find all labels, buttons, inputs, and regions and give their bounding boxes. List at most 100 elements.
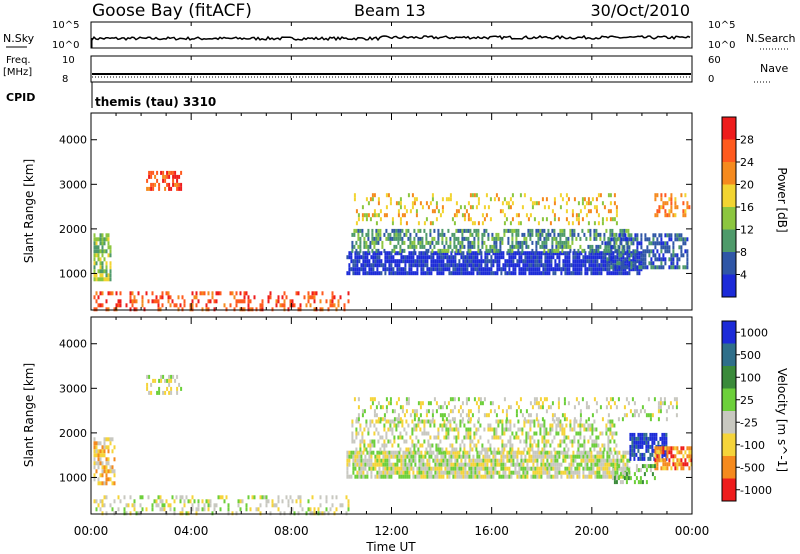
data-cell xyxy=(477,232,480,237)
data-cell xyxy=(189,303,192,308)
data-cell xyxy=(352,271,355,276)
data-cell xyxy=(285,295,288,300)
data-cell xyxy=(489,447,492,452)
data-cell xyxy=(631,448,634,453)
time-x-axis: 00:00 04:00 08:00 12:00 16:00 20:00 00:00 xyxy=(74,22,709,538)
data-cell xyxy=(469,447,472,452)
data-cell xyxy=(507,205,510,210)
data-cell xyxy=(542,462,545,467)
data-cell xyxy=(153,299,156,304)
data-cell xyxy=(418,466,421,471)
data-cell xyxy=(442,458,445,463)
data-cell xyxy=(530,454,533,459)
data-cell xyxy=(514,251,517,256)
data-cell xyxy=(518,263,521,268)
data-cell xyxy=(547,248,550,253)
data-cell xyxy=(606,257,609,262)
data-cell xyxy=(470,462,473,467)
data-cell xyxy=(606,271,609,276)
data-cell xyxy=(424,255,427,260)
data-cell xyxy=(633,448,636,453)
data-cell xyxy=(346,454,349,459)
data-cell xyxy=(168,182,171,187)
data-cell xyxy=(520,259,523,264)
data-cell xyxy=(502,462,505,467)
data-cell xyxy=(289,511,292,516)
data-cell xyxy=(608,251,611,256)
data-cell xyxy=(476,263,479,268)
data-cell xyxy=(610,257,613,262)
data-cell xyxy=(570,474,573,479)
data-cell xyxy=(353,228,356,233)
data-cell xyxy=(416,271,419,276)
colorbar-swatch xyxy=(722,411,736,434)
data-cell xyxy=(371,213,374,218)
data-cell xyxy=(468,474,471,479)
data-cell xyxy=(193,499,196,504)
data-cell xyxy=(509,419,512,424)
data-cell xyxy=(135,307,138,312)
data-cell xyxy=(566,474,569,479)
data-cell xyxy=(446,259,449,264)
data-cell xyxy=(461,409,464,414)
data-cell xyxy=(404,450,407,455)
data-cell xyxy=(429,423,432,428)
data-cell xyxy=(564,271,567,276)
data-cell xyxy=(575,213,578,218)
data-cell xyxy=(431,443,434,448)
data-cell xyxy=(574,267,577,272)
data-cell xyxy=(545,397,548,402)
data-cell xyxy=(384,271,387,276)
data-cell xyxy=(550,255,553,260)
data-cell xyxy=(390,450,393,455)
data-cell xyxy=(680,245,683,250)
data-cell xyxy=(239,307,242,312)
data-cell xyxy=(424,474,427,479)
data-cell xyxy=(255,507,258,512)
data-cell xyxy=(408,462,411,467)
data-cell xyxy=(101,461,104,466)
data-cell xyxy=(536,454,539,459)
data-cell xyxy=(628,233,631,238)
data-cell xyxy=(177,295,180,300)
data-cell xyxy=(309,295,312,300)
y-tick-label: 4000 xyxy=(59,134,87,147)
data-cell xyxy=(535,248,538,253)
data-cell xyxy=(560,474,563,479)
data-cell xyxy=(113,499,116,504)
data-cell xyxy=(408,251,411,256)
data-cell xyxy=(452,466,455,471)
data-cell xyxy=(557,443,560,448)
data-cell xyxy=(493,244,496,249)
data-cell xyxy=(490,470,493,475)
data-cell xyxy=(387,439,390,444)
data-cell xyxy=(492,474,495,479)
data-cell xyxy=(590,271,593,276)
data-cell xyxy=(595,409,598,414)
data-cell xyxy=(468,462,471,467)
data-cell xyxy=(421,244,424,249)
data-cell xyxy=(644,249,647,254)
data-cell xyxy=(555,423,558,428)
data-cell xyxy=(451,397,454,402)
data-cell xyxy=(526,251,529,256)
data-cell xyxy=(684,458,687,463)
data-cell xyxy=(476,458,479,463)
data-cell xyxy=(440,470,443,475)
data-cell xyxy=(383,439,386,444)
data-cell xyxy=(440,255,443,260)
data-cell xyxy=(577,423,580,428)
data-cell xyxy=(490,271,493,276)
data-cell xyxy=(648,261,651,266)
data-cell xyxy=(583,423,586,428)
data-cell xyxy=(405,228,408,233)
data-cell xyxy=(514,470,517,475)
data-cell xyxy=(407,447,410,452)
data-cell xyxy=(379,228,382,233)
data-cell xyxy=(633,472,636,477)
data-cell xyxy=(573,435,576,440)
y-tick-label: 3000 xyxy=(59,382,87,395)
data-cell xyxy=(321,307,324,312)
data-cell xyxy=(467,417,470,422)
data-cell xyxy=(375,240,378,245)
